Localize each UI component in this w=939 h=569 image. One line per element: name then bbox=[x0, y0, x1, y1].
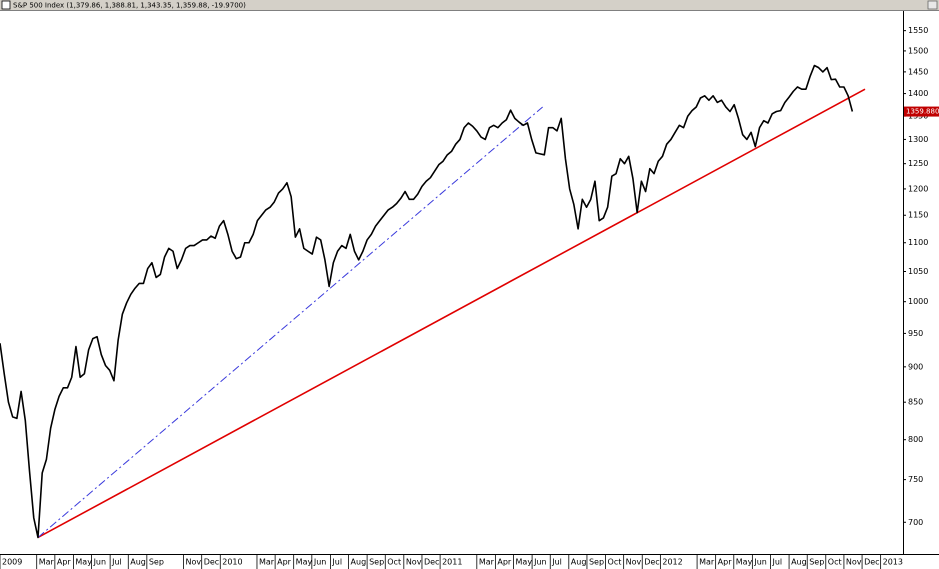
y-tick-label: 950 bbox=[908, 329, 923, 338]
x-tick-label: Apr bbox=[497, 558, 512, 567]
x-tick-label: Jun bbox=[533, 558, 547, 567]
y-tick-label: 1550 bbox=[908, 26, 928, 35]
y-tick-label: 1150 bbox=[908, 211, 928, 220]
x-tick-label: Jun bbox=[93, 558, 107, 567]
y-tick-label: 850 bbox=[908, 398, 923, 407]
x-tick-label: Mar bbox=[699, 558, 715, 567]
x-tick-label: 2010 bbox=[222, 558, 242, 567]
x-tick-label: Jun bbox=[313, 558, 327, 567]
x-tick-label: Nov bbox=[626, 558, 642, 567]
x-tick-label: 2013 bbox=[883, 558, 903, 567]
x-tick-label: Sep bbox=[809, 558, 824, 567]
x-tick-label: Oct bbox=[828, 558, 842, 567]
x-tick-label: Dec bbox=[204, 558, 219, 567]
x-tick-label: 2011 bbox=[442, 558, 462, 567]
x-tick-label: 2012 bbox=[662, 558, 682, 567]
x-tick-label: Mar bbox=[259, 558, 275, 567]
x-tick-label: Jul bbox=[331, 558, 342, 567]
x-tick-label: Oct bbox=[608, 558, 622, 567]
x-tick-label: Dec bbox=[864, 558, 879, 567]
x-tick-label: Sep bbox=[149, 558, 164, 567]
x-tick-label: Jul bbox=[111, 558, 122, 567]
x-tick-label: Mar bbox=[479, 558, 495, 567]
x-tick-label: Mar bbox=[39, 558, 55, 567]
x-tick-label: May bbox=[296, 558, 313, 567]
x-tick-label: May bbox=[75, 558, 92, 567]
x-tick-label: Apr bbox=[57, 558, 72, 567]
y-tick-label: 900 bbox=[908, 362, 923, 371]
x-tick-label: Oct bbox=[387, 558, 401, 567]
x-tick-label: Nov bbox=[406, 558, 422, 567]
x-tick-label: Jun bbox=[753, 558, 767, 567]
x-tick-label: Sep bbox=[369, 558, 384, 567]
y-tick-label: 1000 bbox=[908, 297, 928, 306]
x-tick-label: Aug bbox=[791, 558, 807, 567]
window-button[interactable] bbox=[927, 0, 938, 10]
y-tick-label: 1400 bbox=[908, 89, 928, 98]
x-tick-label: Aug bbox=[571, 558, 587, 567]
y-tick-label: 1100 bbox=[908, 238, 928, 247]
y-tick-label: 1500 bbox=[908, 46, 928, 55]
x-tick-label: Nov bbox=[846, 558, 862, 567]
y-tick-label: 1250 bbox=[908, 159, 928, 168]
x-tick-label: Dec bbox=[424, 558, 439, 567]
x-tick-label: Jul bbox=[772, 558, 783, 567]
y-tick-label: 1450 bbox=[908, 67, 928, 76]
last-price-box bbox=[904, 106, 939, 117]
x-tick-label: Apr bbox=[718, 558, 733, 567]
x-tick-label: Jul bbox=[551, 558, 562, 567]
y-tick-label: 800 bbox=[908, 435, 923, 444]
x-tick-label: Dec bbox=[644, 558, 659, 567]
x-tick-label: Apr bbox=[277, 558, 292, 567]
x-tick-label: May bbox=[736, 558, 753, 567]
price-line bbox=[0, 64, 854, 539]
x-tick-label: Sep bbox=[589, 558, 604, 567]
y-tick-label: 1050 bbox=[908, 267, 928, 276]
trend-line bbox=[37, 106, 543, 538]
x-tick-label: Nov bbox=[186, 558, 202, 567]
y-tick-label: 750 bbox=[908, 475, 923, 484]
x-tick-label: Aug bbox=[130, 558, 146, 567]
window-icon bbox=[1, 0, 11, 10]
y-tick-label: 1300 bbox=[908, 135, 928, 144]
chart-title: S&P 500 Index (1,379.86, 1,388.81, 1,343… bbox=[13, 2, 246, 10]
trend-line bbox=[37, 88, 866, 539]
title-bar bbox=[0, 0, 939, 10]
y-tick-label: 1200 bbox=[908, 184, 928, 193]
x-tick-label: Aug bbox=[351, 558, 367, 567]
y-tick-label: 700 bbox=[908, 518, 923, 527]
last-price-label: 1359.880 bbox=[906, 108, 939, 116]
x-tick-label: 2009 bbox=[2, 558, 22, 567]
x-tick-label: May bbox=[516, 558, 533, 567]
